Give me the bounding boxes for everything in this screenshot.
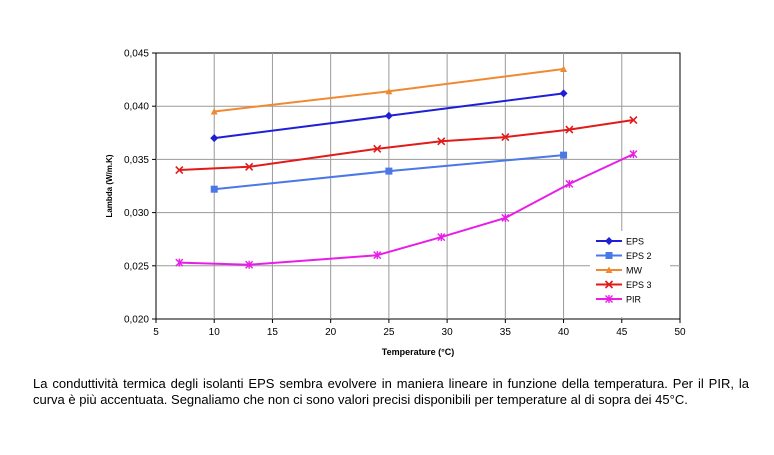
series-eps <box>210 89 568 143</box>
legend-label: EPS 3 <box>626 280 652 290</box>
data-point-eps <box>210 134 219 143</box>
chart-area: 5 10 15 20 25 30 35 40 45 50 0,020 0,025 0,030 0,035 0… <box>105 49 686 358</box>
legend-box <box>590 231 670 317</box>
y-tick-label: 0,030 <box>124 208 149 219</box>
y-tick-label: 0,035 <box>124 155 149 166</box>
legend-swatch-marker <box>605 237 613 245</box>
x-tick-label: 35 <box>500 327 512 338</box>
x-tick-label: 45 <box>616 327 628 338</box>
legend-item-mw: MW <box>596 266 642 276</box>
data-point-eps <box>384 111 393 120</box>
data-point-eps <box>559 89 568 98</box>
x-tick-label: 25 <box>383 327 395 338</box>
data-point-eps-3 <box>629 115 638 125</box>
series-eps-3 <box>175 115 638 175</box>
data-point-mw <box>210 108 218 115</box>
series-pir <box>175 150 638 269</box>
x-tick-label: 20 <box>325 327 337 338</box>
data-point-eps-3 <box>565 125 574 134</box>
data-point-pir <box>501 213 510 222</box>
x-tick-label: 30 <box>442 327 454 338</box>
legend-item-eps-2: EPS 2 <box>596 251 652 261</box>
legend-label: PIR <box>626 295 642 305</box>
data-point-eps-3 <box>437 137 446 146</box>
y-tick-label: 0,025 <box>124 261 149 272</box>
data-point-pir <box>437 233 446 242</box>
axis-ticks: 5 10 15 20 25 30 35 40 45 50 0,020 0,025 0,030 0,035 0… <box>124 49 686 339</box>
line-chart: 5 10 15 20 25 30 35 40 45 50 0,020 0,025 0,030 0,035 0… <box>105 49 686 358</box>
legend-swatch-marker <box>605 266 613 273</box>
legend-label: EPS <box>626 237 644 247</box>
series-mw <box>210 65 568 115</box>
y-tick-label: 0,020 <box>124 315 149 326</box>
legend-swatch-marker <box>604 280 614 289</box>
data-point-eps-2 <box>560 151 568 159</box>
legend: EPS EPS 2 MW EPS 3 PIR <box>590 231 670 317</box>
data-point-pir <box>175 258 184 267</box>
x-tick-label: 50 <box>674 327 686 338</box>
data-point-eps-2 <box>385 167 393 175</box>
legend-item-eps: EPS <box>596 237 644 247</box>
data-point-eps-3 <box>501 132 510 142</box>
caption-text: La conduttività termica degli isolanti E… <box>33 376 749 407</box>
legend-swatch-marker <box>605 295 613 303</box>
y-tick-label: 0,045 <box>124 49 149 60</box>
legend-item-eps-3: EPS 3 <box>596 280 652 290</box>
y-tick-label: 0,040 <box>124 102 149 113</box>
x-tick-label: 5 <box>153 327 159 338</box>
data-point-pir <box>629 150 638 159</box>
legend-label: MW <box>626 266 642 276</box>
series-layer <box>175 65 638 269</box>
data-point-mw <box>385 87 393 95</box>
legend-swatch-marker <box>605 252 613 259</box>
legend-item-pir: PIR <box>596 295 642 305</box>
x-tick-label: 15 <box>267 327 279 338</box>
x-tick-label: 10 <box>209 327 221 338</box>
data-point-mw <box>560 65 568 72</box>
data-point-pir <box>565 179 574 188</box>
data-point-pir <box>373 251 382 260</box>
data-point-eps-3 <box>373 144 382 153</box>
x-tick-label: 40 <box>558 327 570 338</box>
data-point-eps-3 <box>245 162 254 171</box>
data-point-eps-3 <box>175 165 184 175</box>
data-point-eps-2 <box>210 185 218 193</box>
legend-label: EPS 2 <box>626 251 652 261</box>
data-point-pir <box>245 260 254 269</box>
y-axis-label: Lambda (W/m.K) <box>105 154 114 217</box>
series-eps-2 <box>210 151 568 193</box>
x-axis-label: Temperature (°C) <box>382 347 454 357</box>
